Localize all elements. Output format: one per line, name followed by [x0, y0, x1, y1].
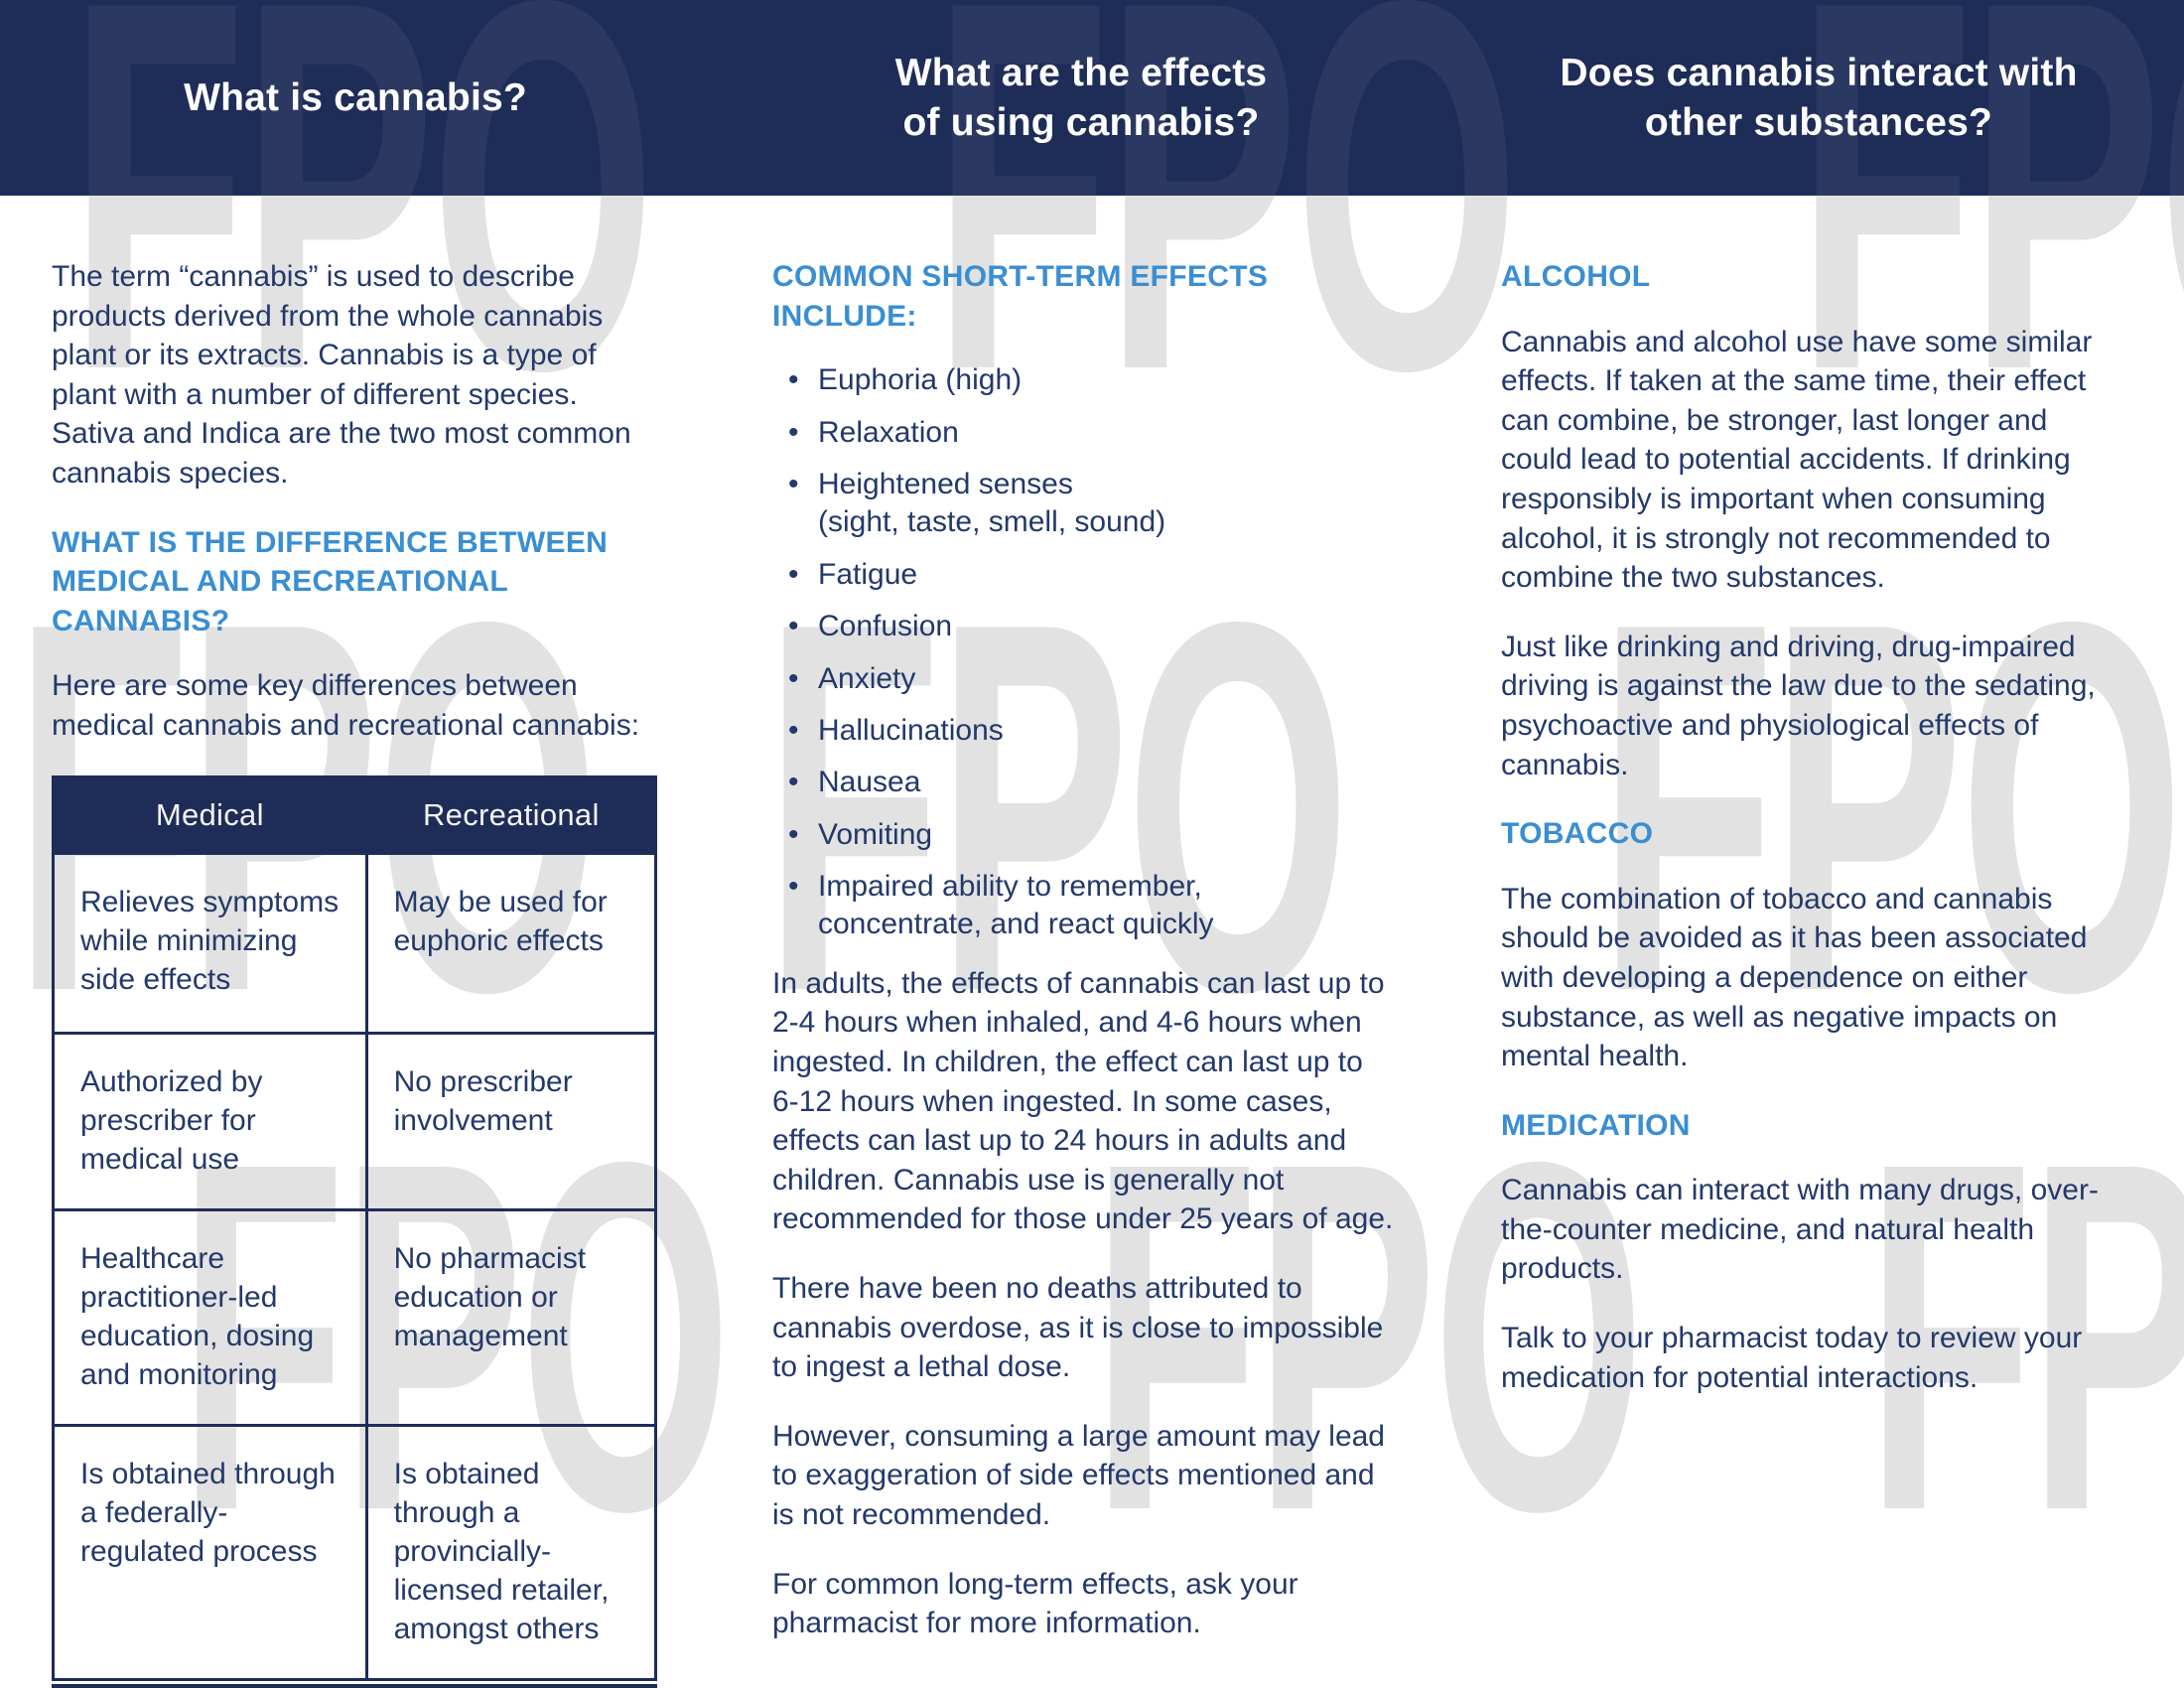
table-row: Authorized by prescriber for medical use… [52, 1031, 658, 1211]
list-item: Anxiety [772, 660, 1396, 699]
list-item: Impaired ability to remember, concentrat… [772, 868, 1396, 944]
table-row: Healthcare practitioner-led education, d… [52, 1207, 658, 1427]
body-paragraph: In adults, the effects of cannabis can l… [772, 966, 1394, 1236]
list-item: Relaxation [772, 414, 1396, 453]
list-item: Fatigue [772, 556, 1396, 595]
table-cell: Healthcare practitioner-led education, d… [52, 1207, 368, 1427]
section-subheading-tobacco: TOBACCO [1501, 817, 1654, 851]
comparison-table: Medical Recreational Relieves symptoms w… [52, 774, 661, 1688]
fpo-watermark: FPO [933, 0, 1519, 196]
short-term-effects-list: Euphoria (high) Relaxation Heightened se… [772, 361, 1396, 944]
section-subheading-medication: MEDICATION [1501, 1108, 1691, 1142]
list-item: Heightened senses (sight, taste, smell, … [772, 466, 1396, 542]
list-item: Vomiting [772, 816, 1396, 855]
section-subheading: COMMON SHORT-TERM EFFECTS INCLUDE: [772, 260, 1269, 333]
table-cell: Relieves symptoms while minimizing side … [52, 851, 368, 1035]
header-band: FPO FPO FPO What is cannabis? What are t… [0, 0, 2184, 196]
panel-title-wrap: Does cannabis interact with other substa… [1501, 0, 2136, 196]
list-item: Confusion [772, 608, 1396, 646]
list-item: Hallucinations [772, 712, 1396, 751]
list-item: Nausea [772, 764, 1396, 802]
fpo-watermark: FPO [1866, 1058, 2184, 1614]
table-cell: Is obtained through a provincially-licen… [364, 1423, 658, 1681]
body-paragraph: Cannabis can interact with many drugs, o… [1501, 1174, 2099, 1286]
list-item: Euphoria (high) [772, 361, 1396, 400]
body-paragraph: Cannabis and alcohol use have some simil… [1501, 325, 2093, 595]
table-row: Is obtained through a federally-regulate… [52, 1423, 658, 1681]
body-paragraph: The combination of tobacco and cannabis … [1501, 882, 2088, 1073]
fpo-watermark: FPO [1598, 513, 2184, 1101]
fpo-watermark: FPO [1797, 0, 2184, 196]
panel-title-what-is-cannabis: What is cannabis? [184, 75, 527, 119]
panel-effects: COMMON SHORT-TERM EFFECTS INCLUDE: Eupho… [772, 196, 1396, 1673]
body-paragraph: Just like drinking and driving, drug-imp… [1501, 630, 2096, 781]
body-paragraph: There have been no deaths attributed to … [772, 1272, 1384, 1384]
panel-what-is-cannabis: The term “cannabis” is used to describe … [52, 196, 663, 1688]
body-paragraph: For common long-term effects, ask your p… [772, 1567, 1298, 1640]
table-cell: Authorized by prescriber for medical use [52, 1031, 368, 1211]
table-cell: May be used for euphoric effects [364, 851, 658, 1035]
section-subheading-alcohol: ALCOHOL [1501, 260, 1651, 293]
table-cell: No pharmacist education or management [364, 1207, 658, 1427]
panel-interactions: ALCOHOL Cannabis and alcohol use have so… [1501, 196, 2116, 1427]
panel-title-effects: What are the effects of using cannabis? [894, 51, 1268, 144]
table-intro-paragraph: Here are some key differences between me… [52, 669, 640, 742]
section-subheading: WHAT IS THE DIFFERENCE BETWEEN MEDICAL A… [52, 525, 609, 637]
panel-title-interactions: Does cannabis interact with other substa… [1560, 51, 2078, 144]
body-paragraph: However, consuming a large amount may le… [772, 1419, 1385, 1531]
fpo-watermark: FPO [69, 0, 655, 196]
table-bottom-rule [52, 1683, 657, 1688]
table-header-medical: Medical [52, 774, 368, 855]
table-cell: No prescriber involvement [364, 1031, 658, 1211]
table-header-recreational: Recreational [364, 774, 658, 855]
table-row: Relieves symptoms while minimizing side … [52, 851, 658, 1035]
intro-paragraph: The term “cannabis” is used to describe … [52, 260, 631, 490]
panel-title-wrap: What is cannabis? [52, 0, 659, 196]
table-cell: Is obtained through a federally-regulate… [52, 1423, 368, 1681]
panel-title-wrap: What are the effects of using cannabis? [772, 0, 1390, 196]
body-paragraph: Talk to your pharmacist today to review … [1501, 1322, 2083, 1394]
fpo-watermark: FPO [1092, 1058, 1645, 1614]
